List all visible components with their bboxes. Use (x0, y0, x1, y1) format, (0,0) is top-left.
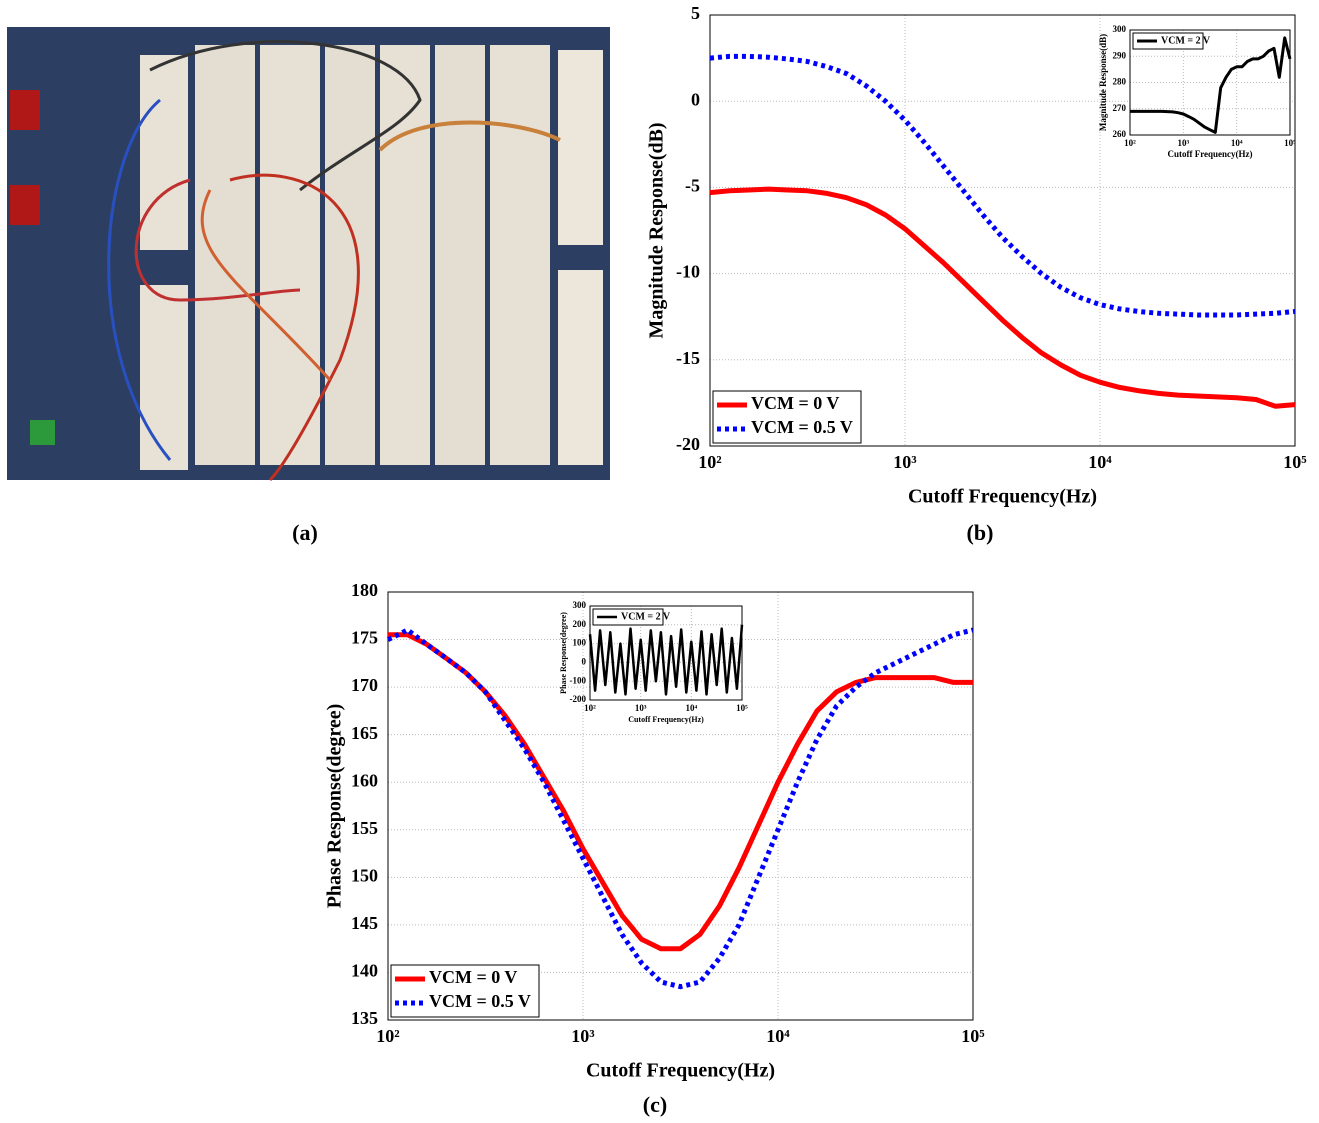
x-tick-label: 10⁵ (736, 703, 748, 713)
y-tick-label: -15 (676, 348, 700, 368)
breadboard (140, 285, 188, 470)
connector (30, 420, 55, 445)
series-line (709, 186, 1296, 409)
x-tick-label: 10² (698, 452, 721, 472)
wire (149, 40, 422, 192)
y-tick-label: 135 (351, 1008, 378, 1028)
y-tick-label: 300 (573, 600, 587, 610)
legend-box (390, 964, 540, 1018)
wire (107, 98, 172, 461)
legend-box (712, 390, 862, 444)
series-line (709, 53, 1296, 318)
y-tick-label: -5 (685, 176, 700, 196)
x-axis-label: Cutoff Frequency(Hz) (1167, 149, 1252, 159)
y-tick-label: 200 (573, 619, 587, 629)
y-tick-label: 290 (1113, 50, 1127, 60)
x-axis-label: Cutoff Frequency(Hz) (586, 1060, 775, 1082)
breadboard (435, 45, 485, 465)
x-tick-label: 10⁴ (766, 1026, 790, 1046)
x-axis-label: Cutoff Frequency(Hz) (908, 486, 1097, 508)
y-tick-label: 280 (1113, 77, 1127, 87)
wire (378, 120, 561, 152)
breadboard (558, 270, 603, 465)
y-tick-label: 0 (691, 89, 700, 109)
legend-box (592, 608, 664, 626)
x-tick-label: 10³ (893, 452, 917, 472)
x-tick-label: 10⁴ (1088, 452, 1112, 472)
caption: (a) (292, 520, 318, 545)
legend-label: VCM = 0 V (429, 967, 517, 987)
series-line (386, 627, 974, 990)
y-tick-label: -200 (570, 694, 587, 704)
y-tick-label: 145 (351, 913, 378, 933)
wire (229, 173, 360, 482)
x-axis-label: Cutoff Frequency(Hz) (628, 715, 704, 724)
caption: (c) (643, 1092, 667, 1117)
legend-label: VCM = 0.5 V (429, 991, 531, 1011)
legend-label: VCM = 0 V (751, 393, 839, 413)
y-tick-label: 260 (1113, 129, 1127, 139)
connector (10, 90, 40, 130)
plot-frame (1129, 29, 1291, 136)
x-tick-label: 10⁵ (961, 1026, 985, 1046)
legend-box (1132, 32, 1204, 50)
plot-frame (387, 591, 974, 1021)
breadboard (325, 45, 375, 465)
y-axis-label: Phase Response(degree) (324, 704, 346, 909)
y-tick-label: -20 (676, 434, 700, 454)
y-axis-label: Magnitude Response(dB) (1098, 34, 1108, 131)
legend-label: VCM = 2 V (1161, 35, 1211, 46)
y-tick-label: -10 (676, 262, 700, 282)
y-tick-label: 160 (351, 770, 378, 790)
x-tick-label: 10⁴ (1231, 138, 1243, 148)
x-tick-label: 10² (376, 1026, 399, 1046)
y-tick-label: 300 (1113, 24, 1127, 34)
x-tick-label: 10³ (571, 1026, 595, 1046)
y-tick-label: 175 (351, 628, 378, 648)
wire (134, 178, 301, 302)
x-tick-label: 10⁵ (1283, 452, 1307, 472)
breadboard (380, 45, 430, 465)
plot-frame (589, 605, 743, 701)
y-tick-label: 165 (351, 723, 378, 743)
y-tick-label: 0 (582, 656, 587, 666)
wire (200, 189, 332, 382)
photo (7, 27, 610, 482)
breadboard (140, 55, 188, 250)
y-tick-label: 140 (351, 961, 378, 981)
y-axis-label: Phase Response(degree) (559, 612, 568, 694)
caption: (b) (967, 520, 994, 545)
y-tick-label: 180 (351, 580, 378, 600)
y-tick-label: 155 (351, 818, 378, 838)
connector (10, 185, 40, 225)
breadboard (558, 50, 603, 245)
breadboard (260, 45, 320, 465)
y-axis-label: Magnitude Response(dB) (646, 122, 668, 338)
y-tick-label: 150 (351, 865, 378, 885)
y-tick-label: 270 (1113, 103, 1127, 113)
x-tick-label: 10³ (635, 703, 647, 713)
series-line (1130, 36, 1292, 134)
legend-label: VCM = 2 V (621, 611, 671, 622)
x-tick-label: 10² (1124, 138, 1136, 148)
legend-label: VCM = 0.5 V (751, 417, 853, 437)
y-tick-label: -100 (570, 675, 587, 685)
x-tick-label: 10⁴ (685, 703, 697, 713)
x-tick-label: 10³ (1177, 138, 1189, 148)
breadboard (490, 45, 550, 465)
y-tick-label: 170 (351, 675, 378, 695)
breadboard (195, 45, 255, 465)
x-tick-label: 10² (584, 703, 596, 713)
x-tick-label: 10⁵ (1284, 138, 1296, 148)
series-line (588, 624, 744, 696)
y-tick-label: 100 (573, 638, 587, 648)
y-tick-label: 5 (691, 3, 700, 23)
plot-frame (709, 14, 1296, 447)
